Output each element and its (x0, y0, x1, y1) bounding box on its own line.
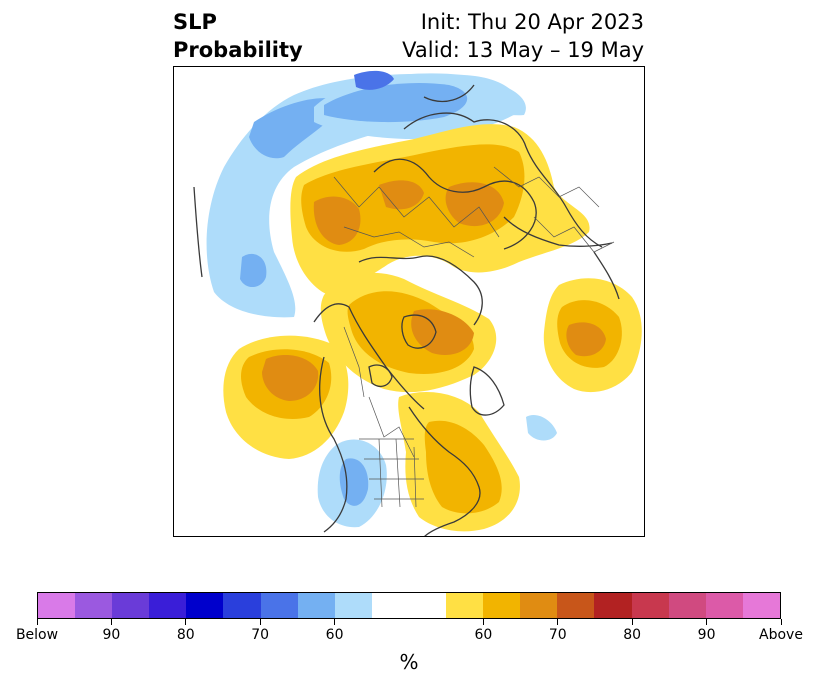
colorbar-tick (482, 619, 484, 625)
colorbar-tick (185, 619, 187, 625)
variable-name: SLP (173, 10, 217, 34)
colorbar-segment (186, 593, 224, 618)
colorbar-segment (557, 593, 595, 618)
above-80-central-asia (313, 196, 361, 245)
below-70-europe (324, 83, 468, 123)
colorbar-segment (520, 593, 558, 618)
title-right: Init: Thu 20 Apr 2023 Valid: 13 May – 19… (402, 8, 644, 64)
colorbar-segment (631, 593, 669, 618)
colorbar-tick (36, 619, 38, 625)
colorbar-segment (742, 593, 780, 618)
colorbar-segment (223, 593, 261, 618)
colorbar-tick (780, 619, 782, 625)
colorbar-segment (705, 593, 743, 618)
colorbar-tick-label: 80 (176, 627, 195, 643)
probability-map (174, 70, 642, 536)
map-edge-markers (174, 287, 178, 315)
above-regions (223, 124, 642, 532)
edge-gap (174, 287, 178, 315)
above-80-siberia-central (445, 182, 504, 227)
colorbar-segment (75, 593, 113, 618)
colorbar-segment (668, 593, 706, 618)
above-80-siberia-east (379, 180, 424, 210)
country-borders (333, 166, 615, 508)
init-date: Init: Thu 20 Apr 2023 (420, 10, 644, 34)
colorbar-segment (483, 593, 521, 618)
colorbar-unit: % (399, 650, 419, 674)
colorbar-segment (260, 593, 298, 618)
above-80-north-pacific (262, 355, 319, 401)
colorbar-tick-label: Below (15, 627, 59, 643)
colorbar-tick (631, 619, 633, 625)
colorbar-tick (110, 619, 112, 625)
colorbar-tick-label: 80 (623, 627, 642, 643)
colorbar (37, 592, 781, 619)
above-70-eastern-north-america (424, 420, 502, 514)
below-80-scandinavia (354, 70, 394, 90)
colorbar-segment (149, 593, 187, 618)
map-panel (173, 66, 645, 537)
valid-range: Valid: 13 May – 19 May (402, 38, 644, 62)
above-80-north-atlantic-europe (566, 322, 606, 357)
above-80-canadian-archipelago (411, 309, 474, 355)
colorbar-tick (259, 619, 261, 625)
colorbar-tick-label: Above (759, 627, 803, 643)
colorbar-tick-label: 70 (251, 627, 270, 643)
colorbar-segment (112, 593, 150, 618)
variable-type: Probability (173, 38, 303, 62)
colorbar-tick-label: 60 (474, 627, 493, 643)
colorbar-segment (297, 593, 335, 618)
colorbar-tick (557, 619, 559, 625)
colorbar-segment (446, 593, 484, 618)
colorbar-tick-label: 60 (325, 627, 344, 643)
coastlines (193, 84, 620, 536)
below-70-atlantic-blob (240, 253, 267, 288)
colorbar-tick-label: 90 (697, 627, 716, 643)
below-60-mid-atlantic (526, 414, 557, 441)
colorbar-segment (594, 593, 632, 618)
colorbar-tick (334, 619, 336, 625)
colorbar-tick-label: 70 (548, 627, 567, 643)
colorbar-segment (371, 593, 447, 618)
colorbar-segment (334, 593, 372, 618)
colorbar-tick (706, 619, 708, 625)
colorbar-tick-label: 90 (102, 627, 121, 643)
title-left: SLP Probability (173, 8, 303, 64)
colorbar-segment (38, 593, 76, 618)
